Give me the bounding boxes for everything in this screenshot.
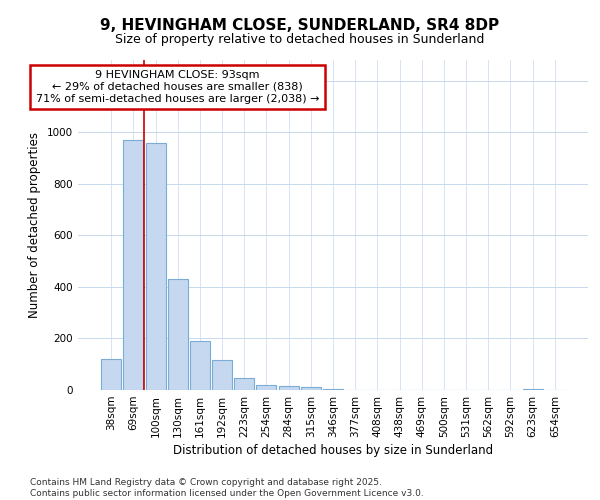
Bar bbox=[212, 360, 232, 390]
Text: Size of property relative to detached houses in Sunderland: Size of property relative to detached ho… bbox=[115, 32, 485, 46]
Bar bbox=[101, 359, 121, 390]
Bar bbox=[168, 279, 188, 390]
Bar bbox=[124, 140, 143, 390]
Text: Contains HM Land Registry data © Crown copyright and database right 2025.
Contai: Contains HM Land Registry data © Crown c… bbox=[30, 478, 424, 498]
Bar bbox=[190, 341, 210, 390]
Bar bbox=[234, 378, 254, 390]
Y-axis label: Number of detached properties: Number of detached properties bbox=[28, 132, 41, 318]
Bar bbox=[301, 388, 321, 390]
Bar bbox=[523, 388, 542, 390]
Bar bbox=[323, 388, 343, 390]
Bar bbox=[278, 386, 299, 390]
X-axis label: Distribution of detached houses by size in Sunderland: Distribution of detached houses by size … bbox=[173, 444, 493, 457]
Bar bbox=[146, 142, 166, 390]
Text: 9, HEVINGHAM CLOSE, SUNDERLAND, SR4 8DP: 9, HEVINGHAM CLOSE, SUNDERLAND, SR4 8DP bbox=[100, 18, 500, 32]
Bar bbox=[256, 385, 277, 390]
Text: 9 HEVINGHAM CLOSE: 93sqm
← 29% of detached houses are smaller (838)
71% of semi-: 9 HEVINGHAM CLOSE: 93sqm ← 29% of detach… bbox=[36, 70, 319, 104]
